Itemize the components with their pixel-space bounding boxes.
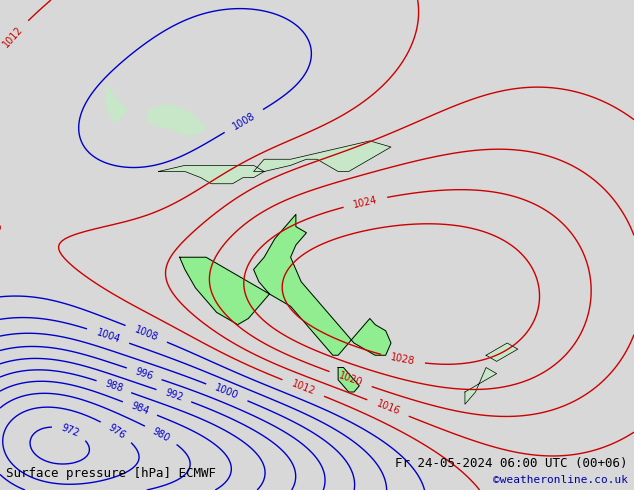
Text: 992: 992 [164, 388, 184, 403]
Text: 1012: 1012 [1, 24, 25, 49]
Polygon shape [338, 368, 359, 392]
Text: 984: 984 [129, 400, 150, 416]
Text: 972: 972 [60, 422, 81, 439]
Text: 1024: 1024 [352, 195, 378, 210]
Polygon shape [158, 165, 264, 184]
Polygon shape [106, 86, 127, 122]
Text: 1008: 1008 [231, 110, 257, 131]
Text: 1008: 1008 [133, 324, 160, 343]
Text: Fr 24-05-2024 06:00 UTC (00+06): Fr 24-05-2024 06:00 UTC (00+06) [395, 457, 628, 470]
Polygon shape [486, 343, 518, 362]
Text: 1004: 1004 [95, 327, 121, 344]
Text: 1016: 1016 [375, 399, 401, 417]
Polygon shape [254, 141, 391, 171]
Polygon shape [148, 104, 206, 135]
Text: 1020: 1020 [337, 370, 364, 388]
Text: Surface pressure [hPa] ECMWF: Surface pressure [hPa] ECMWF [6, 467, 216, 480]
Text: ©weatheronline.co.uk: ©weatheronline.co.uk [493, 475, 628, 485]
Text: 1000: 1000 [214, 383, 240, 401]
Polygon shape [179, 215, 391, 355]
Text: 996: 996 [134, 366, 155, 381]
Text: 1012: 1012 [290, 379, 316, 397]
Text: 988: 988 [103, 379, 124, 394]
Text: 1028: 1028 [390, 352, 416, 367]
Polygon shape [465, 368, 496, 404]
Text: 976: 976 [106, 422, 127, 441]
Text: 980: 980 [151, 426, 172, 443]
